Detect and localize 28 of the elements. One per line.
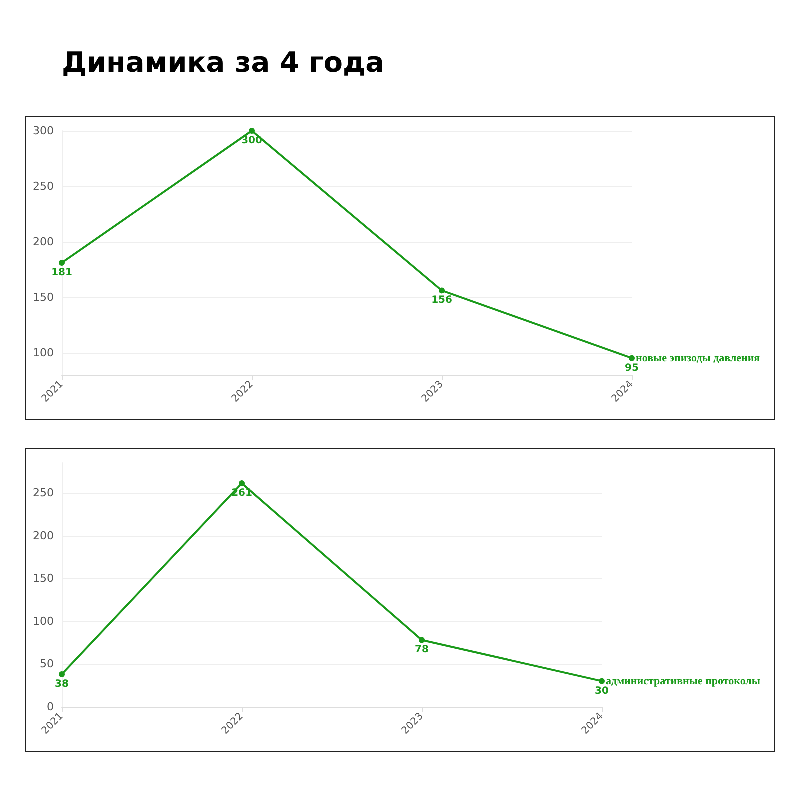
y-tick-label: 150 [33, 572, 54, 586]
point [249, 128, 255, 134]
series-label: новые эпизоды давления [636, 352, 760, 364]
data-label: 95 [625, 362, 639, 374]
point [59, 671, 65, 678]
y-tick-label: 50 [40, 658, 54, 671]
point [239, 480, 245, 487]
data-label: 78 [415, 644, 429, 656]
y-tick-label: 150 [33, 290, 54, 304]
data-label: 156 [432, 295, 452, 306]
point [439, 288, 445, 294]
y-tick-label: 100 [33, 346, 54, 360]
data-label: 38 [55, 678, 69, 690]
y-tick-label: 200 [33, 529, 54, 542]
y-tick-label: 250 [33, 180, 54, 193]
point [419, 637, 425, 644]
data-label: 30 [595, 686, 609, 697]
y-tick-label: 0 [47, 700, 54, 714]
y-tick-label: 300 [33, 124, 54, 138]
series-label: административные протоколы [606, 675, 761, 688]
y-tick-label: 250 [33, 486, 54, 500]
y-tick-label: 200 [33, 235, 54, 248]
point [599, 678, 605, 684]
chart-title: Динамика за 4 года [61, 45, 386, 81]
point [629, 355, 635, 362]
y-tick-label: 100 [33, 614, 54, 628]
point [59, 260, 65, 266]
data-label: 181 [52, 267, 72, 278]
